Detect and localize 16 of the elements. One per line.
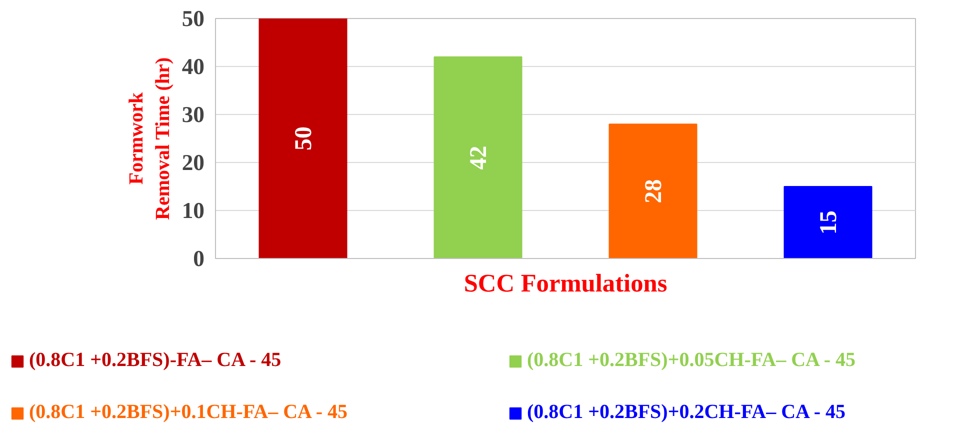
- y-tick-label: 20: [182, 150, 204, 175]
- legend-label: (0.8C1 +0.2BFS)+0.05CH-FA– CA - 45: [527, 349, 856, 372]
- y-tick-label: 50: [182, 6, 204, 31]
- legend-label: (0.8C1 +0.2BFS)+0.1CH-FA– CA - 45: [29, 401, 348, 424]
- legend-label: (0.8C1 +0.2BFS)+0.2CH-FA– CA - 45: [527, 401, 846, 424]
- data-label: 50: [291, 126, 317, 150]
- data-label: 28: [641, 179, 667, 204]
- y-tick-label: 0: [193, 246, 204, 271]
- data-label: 15: [816, 210, 842, 234]
- y-tick-label: 30: [182, 102, 204, 127]
- y-axis-title: Formwork Removal Time (hr): [125, 57, 174, 220]
- x-axis-title: SCC Formulations: [464, 270, 668, 298]
- data-label: 42: [466, 146, 492, 170]
- y-tick-label: 10: [182, 198, 204, 223]
- legend-label: (0.8C1 +0.2BFS)-FA– CA - 45: [29, 349, 282, 372]
- y-tick-label: 40: [182, 54, 204, 79]
